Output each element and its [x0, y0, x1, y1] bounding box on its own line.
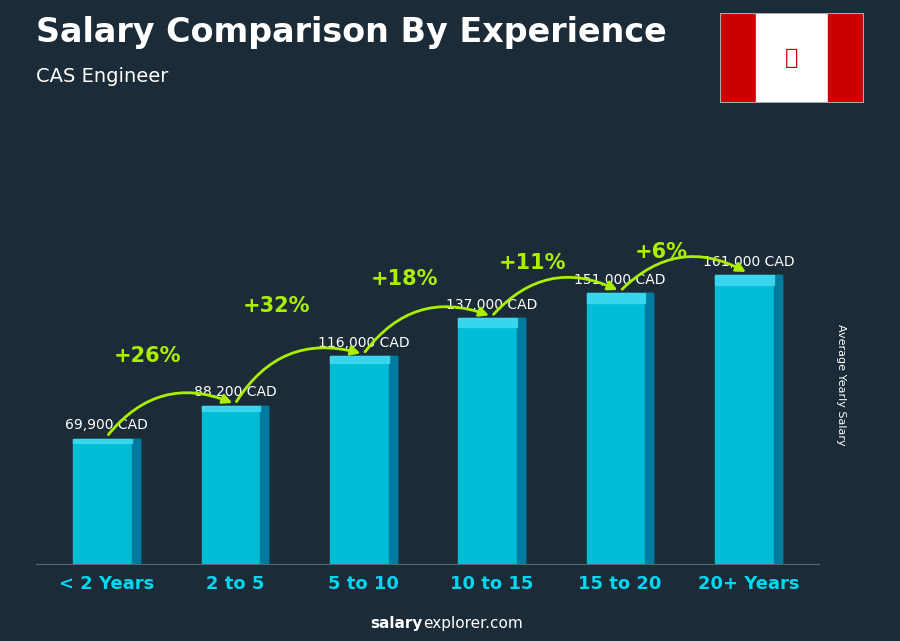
Text: Salary Comparison By Experience: Salary Comparison By Experience [36, 16, 667, 49]
Bar [73, 438, 132, 443]
Bar [828, 13, 864, 103]
Text: 69,900 CAD: 69,900 CAD [65, 419, 148, 432]
Text: +26%: +26% [114, 345, 182, 365]
Text: 116,000 CAD: 116,000 CAD [318, 336, 410, 349]
Text: 161,000 CAD: 161,000 CAD [703, 255, 794, 269]
Text: +32%: +32% [242, 296, 310, 315]
Bar [587, 293, 653, 564]
Text: explorer.com: explorer.com [423, 617, 523, 631]
Text: 88,200 CAD: 88,200 CAD [194, 385, 276, 399]
Bar [389, 356, 397, 564]
Bar [202, 406, 268, 564]
Bar [756, 13, 828, 103]
Bar [587, 293, 645, 303]
Bar [73, 438, 140, 564]
Text: salary: salary [371, 617, 423, 631]
Bar [645, 293, 653, 564]
Text: 🍁: 🍁 [786, 47, 798, 68]
Bar [720, 13, 756, 103]
Bar [715, 275, 774, 285]
Text: +11%: +11% [499, 253, 566, 272]
Bar [132, 438, 140, 564]
Text: +6%: +6% [634, 242, 688, 262]
Text: +18%: +18% [371, 269, 438, 288]
Text: 151,000 CAD: 151,000 CAD [574, 273, 666, 287]
Bar [715, 275, 782, 564]
Bar [458, 318, 517, 327]
Bar [330, 356, 397, 564]
Text: CAS Engineer: CAS Engineer [36, 67, 168, 87]
Bar [774, 275, 782, 564]
Bar [260, 406, 268, 564]
Bar [517, 318, 525, 564]
Bar [458, 318, 525, 564]
Bar [330, 356, 389, 363]
Text: Average Yearly Salary: Average Yearly Salary [836, 324, 847, 445]
Bar [202, 406, 260, 412]
Text: 137,000 CAD: 137,000 CAD [446, 298, 537, 312]
